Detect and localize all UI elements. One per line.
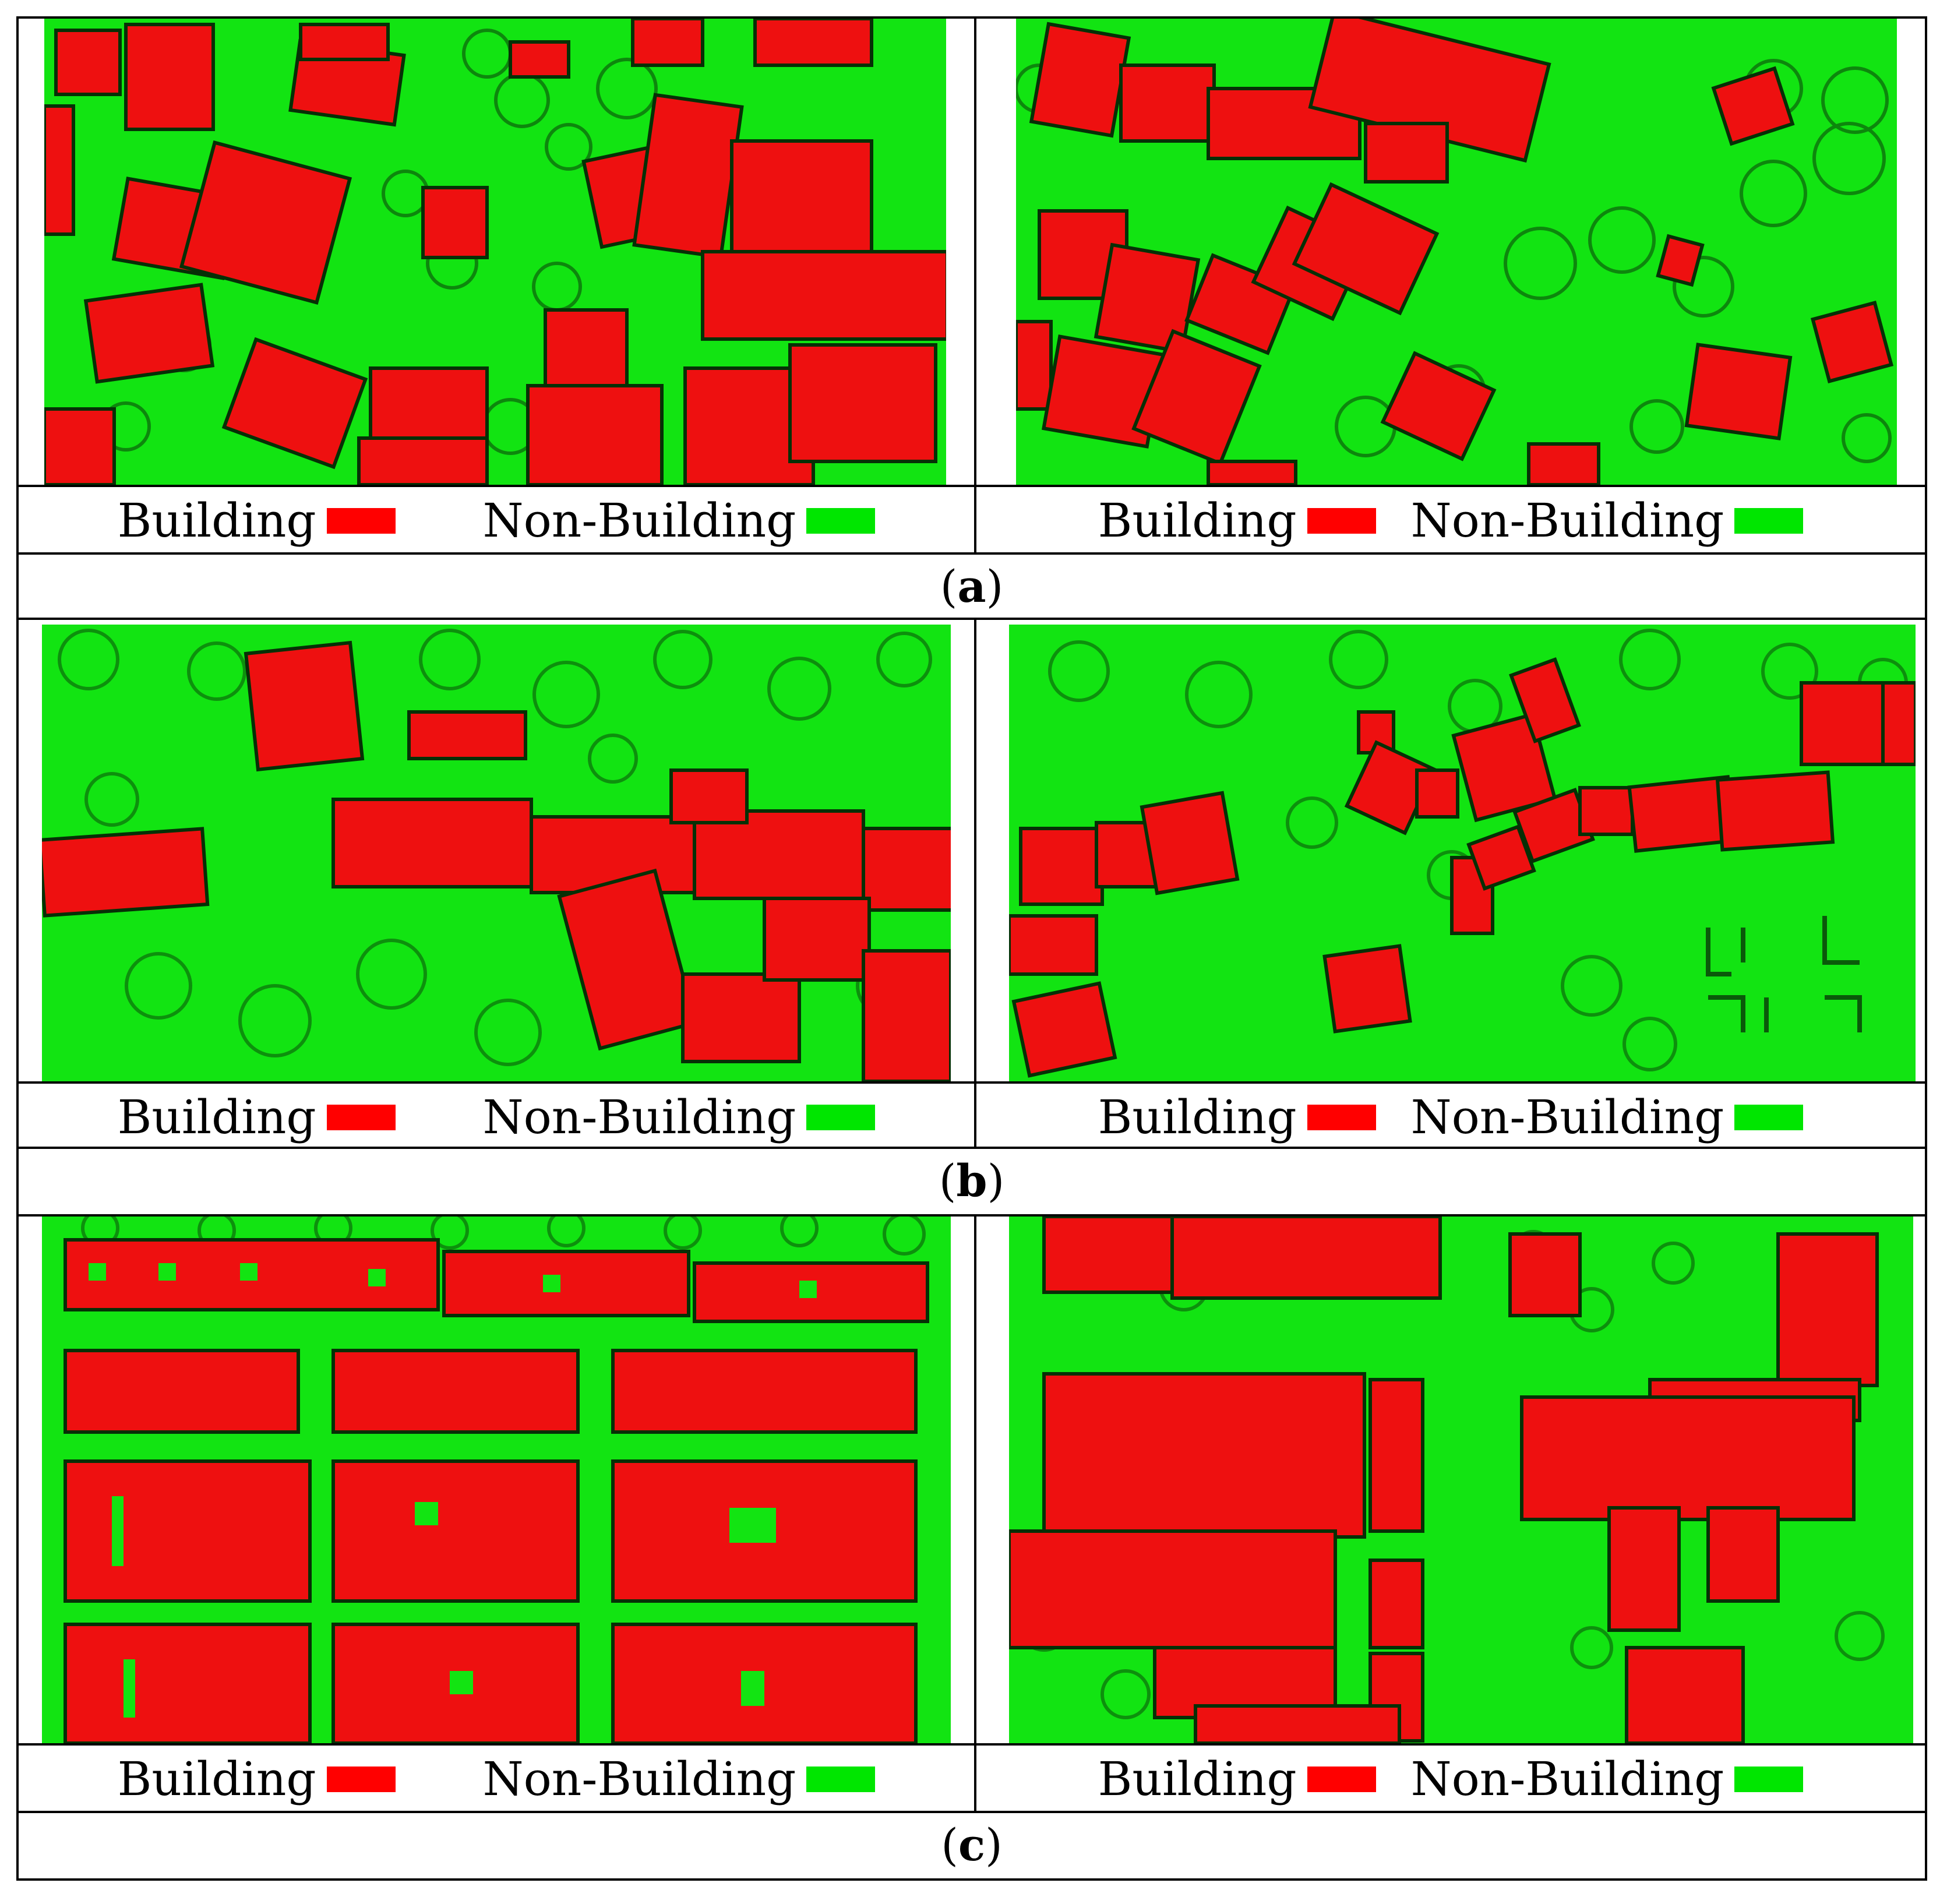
- point-cloud-render: [1016, 19, 1897, 485]
- legend-non-building-swatch: [1734, 1105, 1804, 1130]
- legend-c-left: Building Non-Building: [19, 1746, 974, 1813]
- panel-c-left-classification-map: [42, 1217, 951, 1743]
- point-cloud-render: [44, 19, 946, 485]
- legend-non-building-label: Non-Building: [482, 493, 796, 548]
- legend-building-swatch: [1307, 508, 1376, 534]
- legend-building-label: Building: [1098, 1090, 1297, 1144]
- caption-a-letter: a: [957, 560, 986, 612]
- legend-b-left: Building Non-Building: [19, 1084, 974, 1151]
- legend-building-label: Building: [117, 493, 316, 548]
- figure-table: Building Non-Building Building Non-Build…: [16, 16, 1927, 1881]
- legend-building-swatch: [326, 508, 396, 534]
- legend-non-building-swatch: [1734, 508, 1804, 534]
- legend-non-building-label: Non-Building: [482, 1090, 796, 1144]
- legend-c-right: Building Non-Building: [976, 1746, 1925, 1813]
- caption-b: (b): [939, 1154, 1005, 1207]
- panel-a-right-classification-map: [1016, 19, 1897, 485]
- legend-non-building-swatch: [806, 1105, 876, 1130]
- legend-a-right: Building Non-Building: [976, 487, 1925, 555]
- panel-a-left-classification-map: [44, 19, 946, 485]
- legend-building-label: Building: [117, 1752, 316, 1806]
- legend-building-swatch: [326, 1105, 396, 1130]
- legend-building-swatch: [1307, 1105, 1376, 1130]
- legend-building-swatch: [1307, 1767, 1376, 1792]
- legend-b-right: Building Non-Building: [976, 1084, 1925, 1151]
- legend-non-building-label: Non-Building: [1410, 1090, 1724, 1144]
- legend-building-label: Building: [117, 1090, 316, 1144]
- legend-non-building-label: Non-Building: [482, 1752, 796, 1806]
- legend-building-swatch: [326, 1767, 396, 1792]
- panel-b-left-classification-map: [42, 625, 951, 1081]
- caption-b-letter: b: [956, 1154, 987, 1207]
- legend-a-left: Building Non-Building: [19, 487, 974, 555]
- legend-building-label: Building: [1098, 1752, 1297, 1806]
- caption-c-letter: c: [958, 1818, 986, 1871]
- legend-non-building-label: Non-Building: [1410, 1752, 1724, 1806]
- legend-building-label: Building: [1098, 493, 1297, 548]
- legend-non-building-swatch: [806, 508, 876, 534]
- point-cloud-render: [1009, 625, 1916, 1081]
- point-cloud-render: [1009, 1217, 1913, 1743]
- legend-non-building-swatch: [1734, 1767, 1804, 1792]
- caption-a: (a): [940, 560, 1004, 612]
- caption-c: (c): [941, 1818, 1003, 1871]
- panel-c-right-classification-map: [1009, 1217, 1913, 1743]
- panel-b-right-classification-map: [1009, 625, 1916, 1081]
- legend-non-building-swatch: [806, 1767, 876, 1792]
- point-cloud-render: [42, 625, 951, 1081]
- legend-non-building-label: Non-Building: [1410, 493, 1724, 548]
- point-cloud-render: [42, 1217, 951, 1743]
